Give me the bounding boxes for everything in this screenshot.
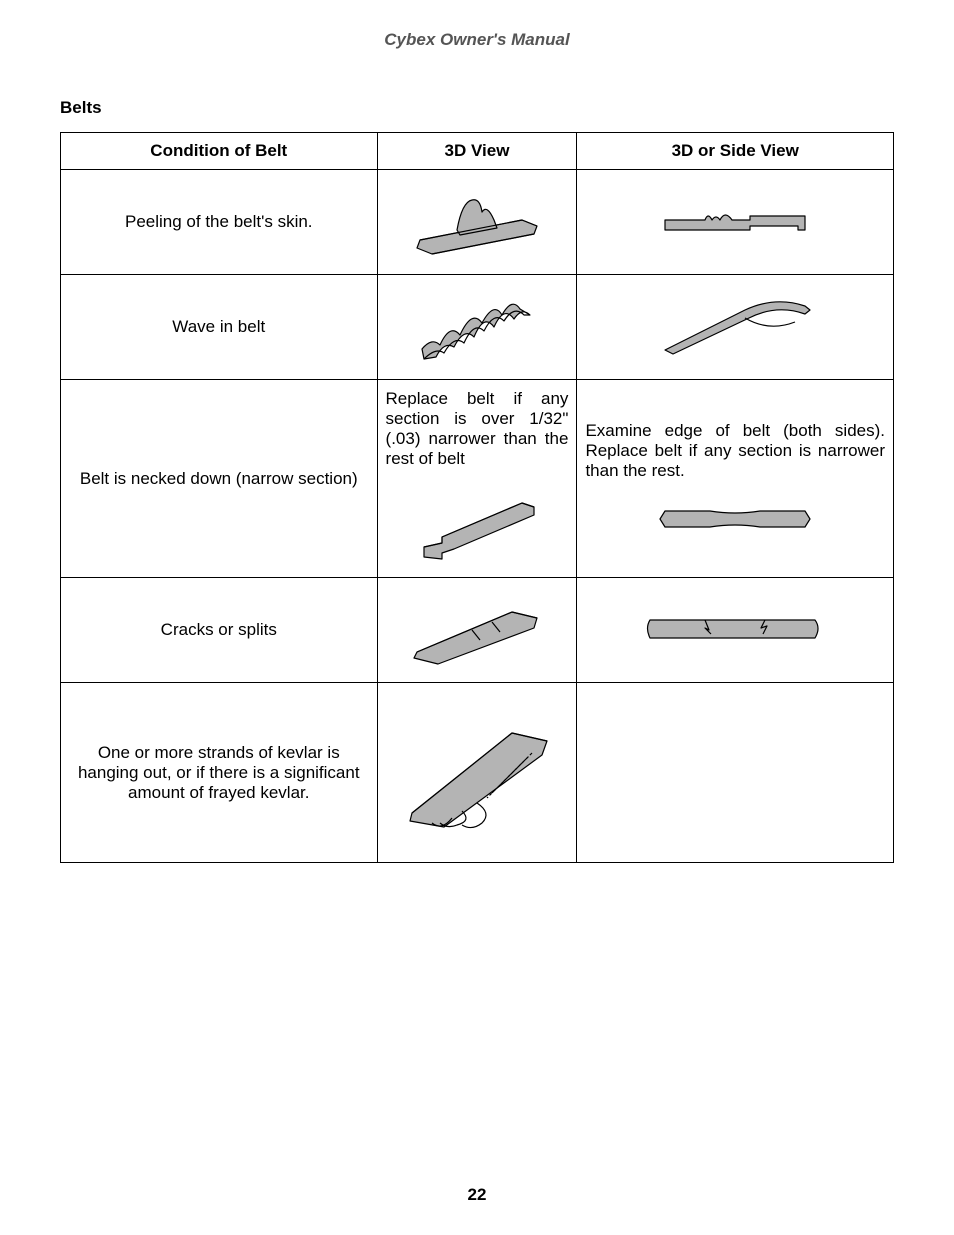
cracks-3d-icon [402,590,552,670]
row-wave: Wave in belt [61,275,894,380]
cell-condition: Wave in belt [61,275,378,380]
peeling-side-icon [650,202,820,242]
col-3dview: 3D View [377,133,577,170]
wave-side-icon [645,292,825,362]
manual-page: Cybex Owner's Manual Belts Condition of … [0,0,954,1235]
kevlar-3d-icon [392,703,562,843]
cell-condition: Cracks or splits [61,578,378,683]
belts-table: Condition of Belt 3D View 3D or Side Vie… [60,132,894,863]
row-cracks: Cracks or splits [61,578,894,683]
cell-3d-kevlar [377,683,577,863]
col-condition: Condition of Belt [61,133,378,170]
row-necked: Belt is necked down (narrow section) Rep… [61,380,894,578]
col-sideview: 3D or Side View [577,133,894,170]
cell-side-necked: Examine edge of belt (both sides). Repla… [577,380,894,578]
row-peeling: Peeling of the belt's skin. [61,170,894,275]
cell-3d-peeling [377,170,577,275]
cell-side-kevlar [577,683,894,863]
page-header: Cybex Owner's Manual [60,30,894,50]
cracks-side-icon [635,610,835,650]
cell-condition: Belt is necked down (narrow section) [61,380,378,578]
cell-side-peeling [577,170,894,275]
peeling-3d-icon [402,182,552,262]
necked-side-icon [650,501,820,536]
necked-3d-text: Replace belt if any section is over 1/32… [386,389,569,469]
cell-3d-necked: Replace belt if any section is over 1/32… [377,380,577,578]
section-title: Belts [60,98,894,118]
cell-side-wave [577,275,894,380]
cell-condition: Peeling of the belt's skin. [61,170,378,275]
cell-3d-cracks [377,578,577,683]
cell-3d-wave [377,275,577,380]
necked-side-text: Examine edge of belt (both sides). Repla… [585,421,885,481]
page-number: 22 [0,1185,954,1205]
cell-side-cracks [577,578,894,683]
table-header-row: Condition of Belt 3D View 3D or Side Vie… [61,133,894,170]
wave-3d-icon [402,287,552,367]
row-kevlar: One or more strands of kevlar is hanging… [61,683,894,863]
cell-condition: One or more strands of kevlar is hanging… [61,683,378,863]
necked-3d-icon [412,489,542,569]
